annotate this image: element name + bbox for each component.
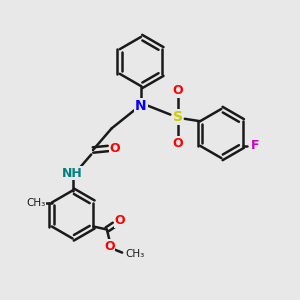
Text: O: O bbox=[114, 214, 125, 227]
Text: NH: NH bbox=[62, 167, 83, 180]
Text: O: O bbox=[109, 142, 120, 155]
Text: O: O bbox=[104, 239, 115, 253]
Text: CH₃: CH₃ bbox=[126, 249, 145, 260]
Text: S: S bbox=[172, 110, 183, 124]
Text: CH₃: CH₃ bbox=[27, 197, 46, 208]
Text: N: N bbox=[135, 99, 147, 112]
Text: O: O bbox=[172, 137, 183, 150]
Text: F: F bbox=[251, 139, 260, 152]
Text: O: O bbox=[172, 84, 183, 97]
